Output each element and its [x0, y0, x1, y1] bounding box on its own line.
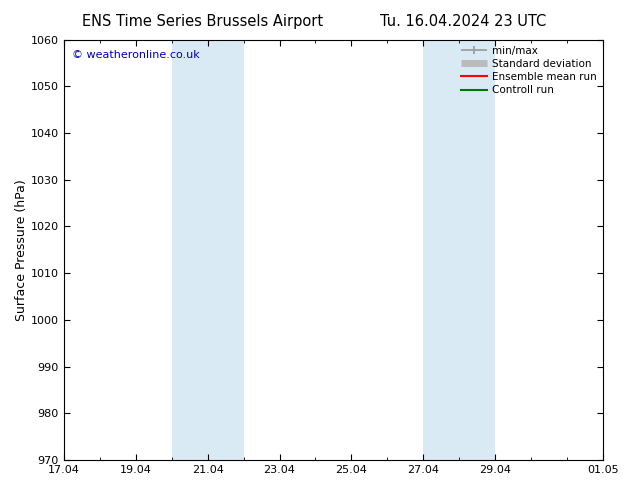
- Text: © weatheronline.co.uk: © weatheronline.co.uk: [72, 50, 200, 60]
- Text: ENS Time Series Brussels Airport: ENS Time Series Brussels Airport: [82, 14, 323, 29]
- Legend: min/max, Standard deviation, Ensemble mean run, Controll run: min/max, Standard deviation, Ensemble me…: [456, 42, 601, 99]
- Y-axis label: Surface Pressure (hPa): Surface Pressure (hPa): [15, 179, 28, 321]
- Bar: [424, 40, 495, 460]
- Text: Tu. 16.04.2024 23 UTC: Tu. 16.04.2024 23 UTC: [380, 14, 547, 29]
- Bar: [172, 40, 243, 460]
